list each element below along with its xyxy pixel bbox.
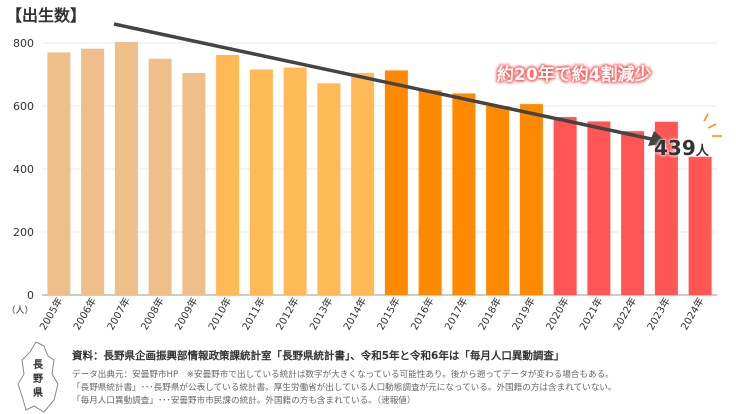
bar-2017年: [452, 93, 476, 296]
bar-2006年: [81, 48, 105, 295]
bar-2019年: [519, 104, 543, 295]
x-tick-label: 2012年: [273, 295, 302, 332]
x-tick-label: 2021年: [576, 295, 605, 332]
x-tick-label: 2007年: [104, 295, 133, 332]
last-unit: 人: [695, 144, 709, 159]
y-tick-label: 600: [13, 100, 34, 113]
bar-2010年: [216, 54, 240, 295]
bar-2024年: [688, 156, 712, 295]
x-tick-label: 2010年: [205, 295, 234, 332]
emphasis-mark-icon: [703, 113, 709, 122]
y-tick-label: 0: [27, 289, 34, 302]
bar-2022年: [621, 131, 645, 295]
x-tick-label: 2018年: [475, 295, 504, 332]
bar-2014年: [351, 72, 375, 295]
y-tick-label: 400: [13, 163, 34, 176]
nagano-map-icon: 長 野 県: [17, 341, 59, 413]
bar-2007年: [114, 42, 138, 296]
notes: データ出典元：安曇野市HP ※安曇野市で出している統計は数字が大きくなっている可…: [72, 369, 617, 408]
svg-text:長: 長: [33, 359, 44, 371]
x-tick-label: 2008年: [138, 295, 167, 332]
x-tick-label: 2006年: [70, 295, 99, 332]
note-line: 「長野県統計書」･･･長野県が公表している統計書。厚生労働省が出している人口動態…: [72, 383, 617, 393]
x-tick-label: 2020年: [543, 295, 572, 332]
note-line: 「毎月人口異動調査」･･･安曇野市市民課の統計。外国籍の方も含まれている。（速報…: [72, 396, 416, 406]
bar-2012年: [283, 67, 307, 295]
bar-2023年: [654, 121, 678, 295]
chart-title: 【出生数】: [6, 6, 87, 25]
source-text: 資料：長野県企画振興部情報政策課統計室「長野県統計書」、令和5年と令和6年は「毎…: [72, 350, 565, 362]
x-tick-label: 2019年: [509, 295, 538, 332]
bar-2009年: [182, 72, 206, 295]
bar-chart: 0 200 400 600 800 （人） 2005年 2006年 2007年 2008年 2009…: [6, 22, 722, 332]
trend-arrow: [113, 22, 657, 142]
x-tick-label: 2009年: [171, 295, 200, 332]
bar-2021年: [587, 121, 611, 295]
x-tick-label: 2016年: [408, 295, 437, 332]
emphasis-mark-icon: [707, 123, 717, 129]
x-tick-label: 2014年: [340, 295, 369, 332]
svg-text:県: 県: [33, 386, 43, 399]
x-tick-label: 2015年: [374, 295, 403, 332]
last-value-label: 439人: [654, 136, 709, 160]
x-tick-label: 2023年: [644, 295, 673, 332]
x-tick-label: 2013年: [306, 295, 335, 332]
x-tick-label: 2024年: [678, 295, 707, 332]
x-tick-label: 2017年: [441, 295, 470, 332]
bar-2015年: [384, 70, 408, 295]
x-tick-label: 2011年: [239, 295, 268, 332]
bar-2016年: [418, 90, 442, 295]
note-line: データ出典元：安曇野市HP ※安曇野市で出している統計は数字が大きくなっている可…: [72, 370, 614, 380]
bar-2018年: [486, 106, 510, 295]
y-tick-label: 800: [13, 37, 34, 50]
svg-text:野: 野: [33, 373, 43, 385]
decline-callout: 約20年で約4割減少: [497, 65, 652, 85]
bar-2020年: [553, 117, 577, 296]
bar-2005年: [47, 52, 71, 296]
last-value: 439: [654, 136, 696, 160]
x-tick-label: 2022年: [610, 295, 639, 332]
y-tick-label: 200: [13, 226, 34, 239]
bar-2013年: [317, 83, 341, 295]
arrow-head-icon: [648, 131, 668, 146]
x-tick-label: 2005年: [36, 295, 65, 332]
bar-2011年: [249, 69, 273, 296]
y-axis-label: （人）: [6, 305, 33, 316]
bar-2008年: [148, 58, 172, 295]
